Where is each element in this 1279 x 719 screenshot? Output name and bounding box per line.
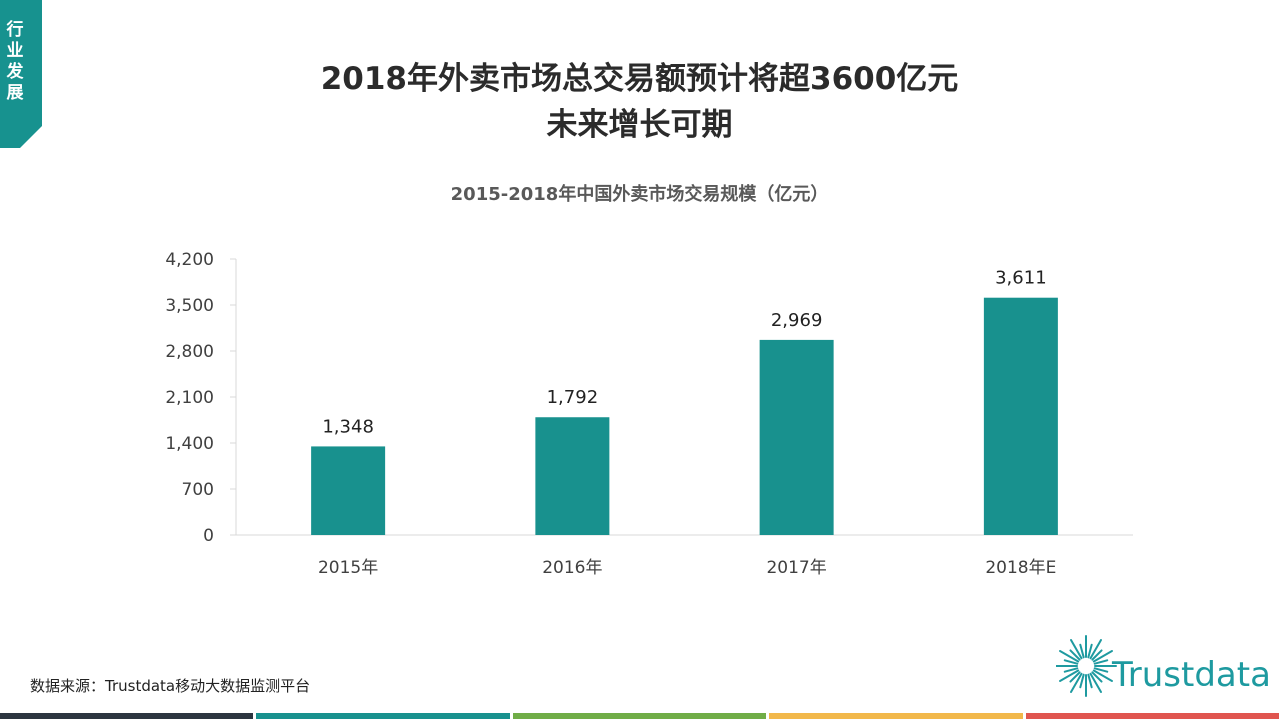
page-title-line1: 2018年外卖市场总交易额预计将超3600亿元	[320, 61, 959, 97]
x-tick-label: 2015年	[318, 558, 378, 578]
logo-ray	[1079, 673, 1085, 689]
section-tag: 行业发展	[6, 20, 24, 103]
page-title: 2018年外卖市场总交易额预计将超3600亿元 未来增长可期	[0, 58, 1279, 146]
trustdata-logo-icon	[1056, 635, 1117, 697]
y-tick-label: 1,400	[165, 434, 214, 454]
y-tick-label: 2,800	[165, 342, 214, 362]
logo-ray	[1059, 650, 1080, 663]
data-label: 1,792	[547, 387, 599, 408]
logo-ray	[1070, 672, 1083, 693]
bar	[759, 339, 834, 535]
logo-ray	[1091, 649, 1103, 661]
y-tick-label: 0	[203, 526, 214, 546]
footer-segment-2	[256, 713, 510, 719]
data-label: 3,611	[995, 268, 1047, 289]
x-tick-label: 2017年	[766, 558, 826, 578]
logo-ray	[1093, 659, 1109, 665]
logo-ray	[1063, 659, 1079, 665]
data-label: 1,348	[322, 416, 374, 437]
logo-ray	[1091, 671, 1103, 683]
page-title-line2: 未来增长可期	[546, 107, 733, 143]
logo-ray	[1089, 672, 1102, 693]
y-tick-label: 3,500	[165, 296, 214, 316]
footer-segment-5	[1025, 713, 1279, 719]
y-tick-label: 2,100	[165, 388, 214, 408]
logo-ray	[1089, 639, 1102, 660]
logo-ray	[1063, 667, 1079, 673]
y-tick-label: 700	[182, 480, 214, 500]
footer-color-strip	[0, 713, 1279, 719]
footer-segment-1	[0, 713, 254, 719]
data-label: 2,969	[771, 310, 823, 331]
logo-ray	[1093, 667, 1109, 673]
logo-ray	[1087, 673, 1093, 689]
bar	[535, 417, 610, 535]
y-tick-label: 4,200	[165, 250, 214, 270]
chart-title: 2015-2018年中国外卖市场交易规模（亿元）	[450, 184, 829, 205]
footer-segment-4	[769, 713, 1023, 719]
logo-ray	[1069, 671, 1081, 683]
logo-text: Trustdata	[1112, 655, 1271, 695]
bar	[983, 297, 1058, 535]
logo-ray	[1070, 639, 1083, 660]
logo-ray	[1087, 643, 1093, 659]
footer-segment-3	[512, 713, 767, 719]
x-tick-label: 2018年E	[985, 558, 1056, 578]
logo-ray	[1079, 643, 1085, 659]
source-note: 数据来源：Trustdata移动大数据监测平台	[30, 677, 311, 695]
section-ribbon	[0, 0, 42, 148]
logo-ray	[1069, 649, 1081, 661]
bar	[311, 446, 386, 535]
logo-ray	[1092, 650, 1113, 663]
logo-ray	[1059, 669, 1080, 682]
logo-ray	[1092, 669, 1113, 682]
x-tick-label: 2016年	[542, 558, 602, 578]
